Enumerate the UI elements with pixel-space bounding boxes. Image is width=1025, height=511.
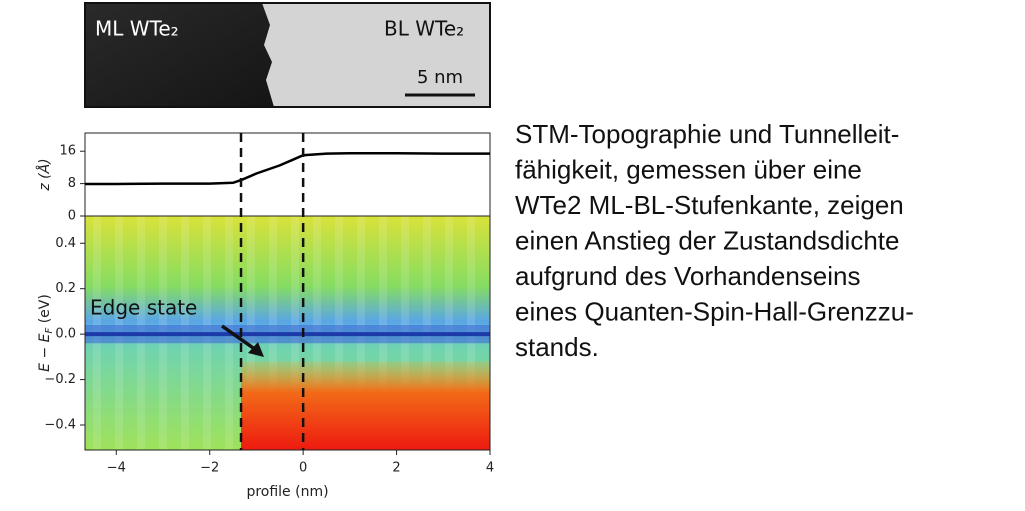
y-tick-label: 8 (68, 176, 76, 191)
x-axis-label: profile (nm) (246, 484, 328, 500)
x-tick-label: −4 (107, 461, 126, 476)
caption-line: STM-Topographie und Tunnelleit- (515, 119, 899, 149)
x-tick-label: −2 (200, 461, 219, 476)
caption-line: einen Anstieg der Zustandsdichte (515, 225, 899, 255)
y-axis-label-part: (eV) (37, 294, 53, 328)
y-axis-label: E − EF (eV) (37, 294, 55, 372)
y-axis-label-part: E − E (37, 333, 53, 371)
caption: STM-Topographie und Tunnelleit-fähigkeit… (515, 119, 914, 362)
annotation-arrowhead (248, 342, 264, 357)
annotation-arrow (220, 324, 258, 352)
y-tick-label: 16 (59, 144, 76, 159)
x-tick-label: 0 (299, 461, 307, 476)
profile-line (85, 151, 490, 186)
stm-label: BL WTe₂ (384, 17, 464, 41)
heatmap-hot-region (241, 361, 490, 450)
y-tick-label: 0.4 (55, 236, 76, 251)
annotation: Edge state (90, 296, 197, 320)
heatmap (85, 216, 490, 450)
x-tick-label: 4 (486, 461, 494, 476)
caption-line: stands. (515, 332, 599, 362)
caption-line: eines Quanten-Spin-Hall-Grenzzu- (515, 296, 914, 326)
frame (84, 132, 491, 217)
y-tick-label: 0 (68, 209, 76, 224)
y-axis-label: z (Å) (36, 158, 53, 191)
stm-image: ML WTe₂ BL WTe₂ 5 nm (84, 2, 491, 108)
scale-bar-label: 5 nm (417, 67, 463, 88)
x-tick-label: 2 (392, 461, 400, 476)
y-tick-label: −0.4 (44, 418, 76, 433)
y-axis-label-part: F (44, 328, 55, 334)
y-tick-label: −0.2 (44, 372, 76, 387)
frame (84, 215, 491, 451)
y-tick-label: 0.0 (55, 327, 76, 342)
stm-label: ML WTe₂ (95, 17, 179, 41)
caption-line: WTe2 ML-BL-Stufenkante, zeigen (515, 190, 904, 220)
caption-line: aufgrund des Vorhandenseins (515, 261, 861, 291)
caption-line: fähigkeit, gemessen über eine (515, 154, 862, 184)
y-tick-label: 0.2 (55, 281, 76, 296)
